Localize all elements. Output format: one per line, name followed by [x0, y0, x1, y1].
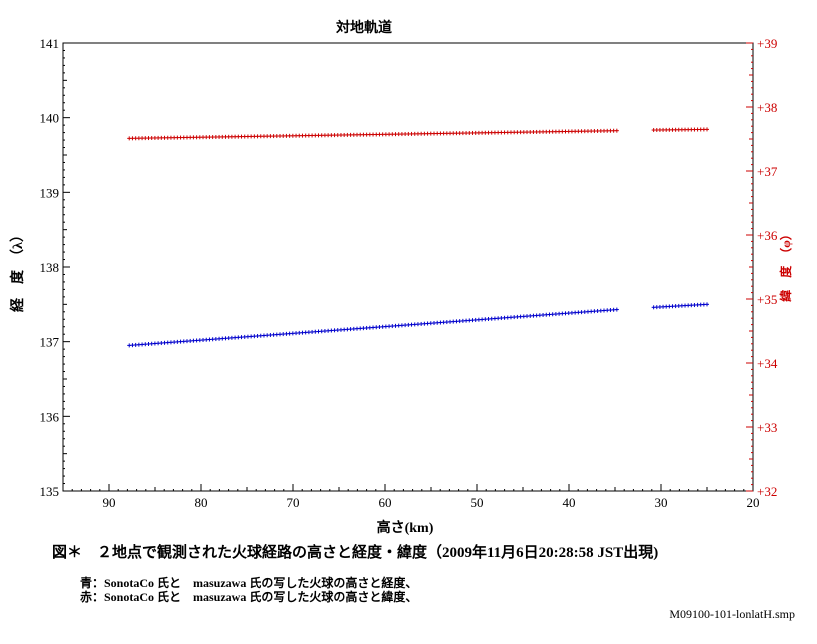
x-tick-label: 90 [103, 495, 116, 510]
series-0 [127, 302, 709, 348]
chart-title: 対地軌道 [335, 19, 392, 36]
y-right-tick-label: +34 [757, 356, 778, 371]
y-axis-left: 135 136 137 138 139 140 141 [40, 36, 70, 499]
x-tick-label: 40 [563, 495, 576, 510]
y-axis-right: +32 +33 +34 +35 +36 +37 +38 +39 [746, 36, 778, 499]
note-blue: 青：SonotaCo 氏と masuzawa 氏の写した火球の高さと経度、 [80, 576, 418, 590]
y-right-tick-label: +36 [757, 228, 778, 243]
x-tick-label: 30 [655, 495, 668, 510]
series-1 [127, 127, 709, 141]
series-0-segment-1 [651, 302, 709, 310]
y-left-tick-label: 140 [40, 111, 60, 126]
file-name: M09100-101-lonlatH.smp [669, 607, 795, 621]
series-layer [127, 127, 709, 348]
y-left-tick-label: 135 [40, 484, 60, 499]
y-left-tick-label: 141 [40, 36, 60, 51]
y-right-tick-label: +37 [757, 164, 778, 179]
figure-caption: 図＊ ２地点で観測された火球経路の高さと経度・緯度（2009年11月6日20:2… [52, 545, 659, 561]
x-tick-label: 20 [747, 495, 760, 510]
y-left-tick-label: 136 [40, 409, 60, 424]
series-1-segment-1 [651, 127, 709, 133]
y-left-tick-label: 138 [40, 260, 60, 275]
x-axis-label: 高さ(km) [377, 519, 434, 536]
x-axis: 90 80 70 60 50 40 30 20 [71, 484, 760, 510]
series-1-segment-0 [127, 128, 619, 141]
x-tick-label: 60 [379, 495, 392, 510]
x-tick-label: 80 [195, 495, 208, 510]
y-left-tick-label: 139 [40, 185, 60, 200]
note-red: 赤：SonotaCo 氏と masuzawa 氏の写した火球の高さと緯度、 [80, 590, 418, 604]
series-0-segment-0 [127, 307, 619, 348]
y-axis-right-label: 緯 度 （φ） [778, 228, 793, 302]
y-right-tick-label: +33 [757, 420, 777, 435]
y-axis-left-label: 経 度 （λ） [9, 228, 26, 312]
y-right-tick-label: +38 [757, 100, 777, 115]
chart-svg: 対地軌道 90 80 70 60 50 40 30 20 135 136 137 138 139 140… [9, 19, 793, 536]
y-left-tick-label: 137 [40, 335, 60, 350]
x-tick-label: 70 [287, 495, 300, 510]
x-tick-label: 50 [471, 495, 484, 510]
plot-frame [62, 42, 754, 492]
y-right-tick-label: +39 [757, 36, 777, 51]
y-right-tick-label: +32 [757, 484, 777, 499]
y-right-tick-label: +35 [757, 292, 777, 307]
